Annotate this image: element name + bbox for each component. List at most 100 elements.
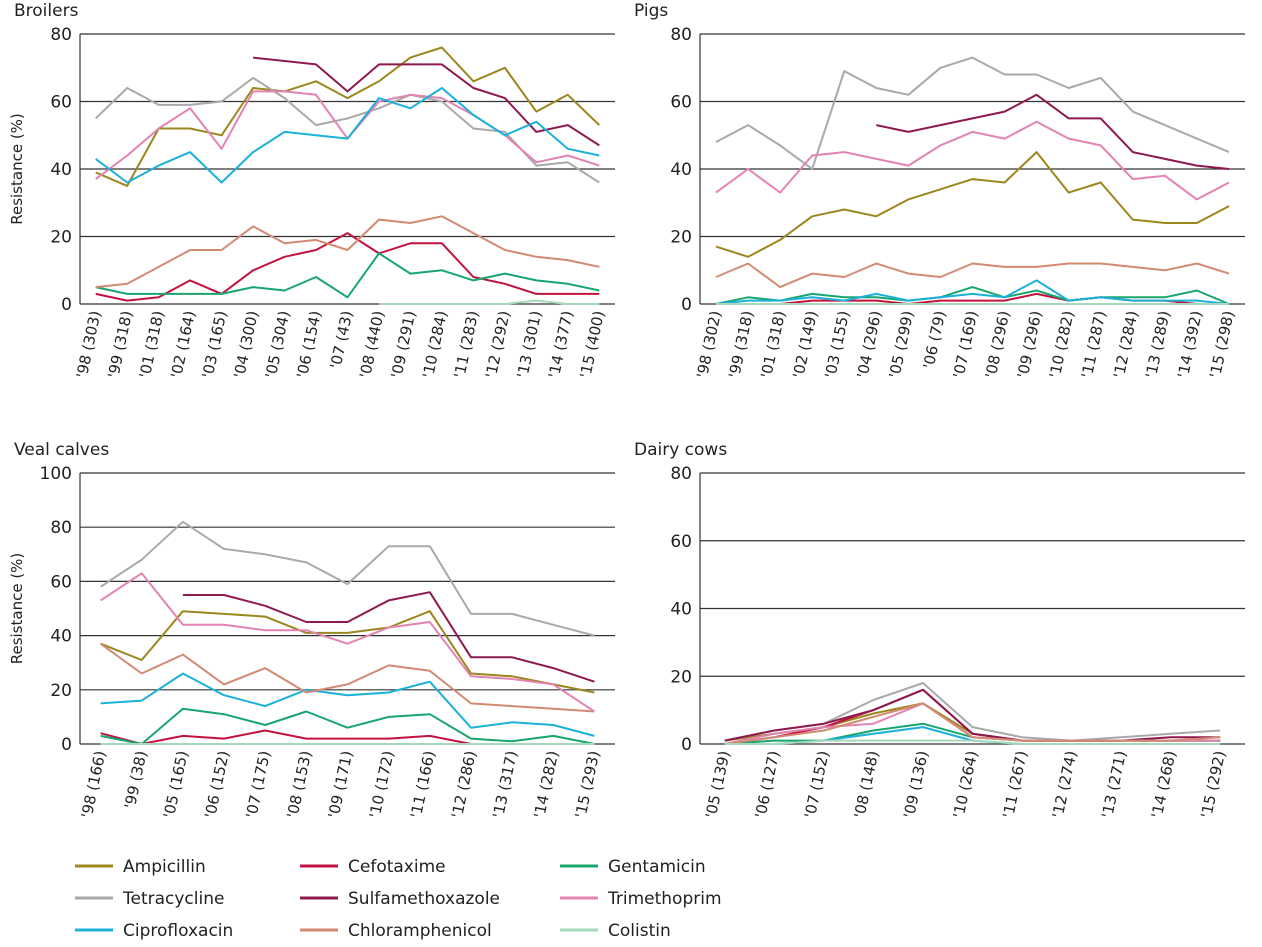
x-tick-label: '98 (166) bbox=[78, 749, 110, 820]
x-tick-label: '13 (271) bbox=[1098, 749, 1130, 820]
legend-item: Ciprofloxacin bbox=[75, 921, 233, 941]
x-tick-label: '11 (287) bbox=[1078, 309, 1110, 380]
x-tick-label: '13 (289) bbox=[1142, 309, 1174, 380]
series-line bbox=[100, 520, 595, 637]
legend-label: Colistin bbox=[608, 921, 671, 941]
legend-label: Tetracycline bbox=[122, 889, 224, 909]
y-tick-label: 60 bbox=[50, 93, 72, 113]
series-line bbox=[724, 702, 1221, 745]
y-tick-label: 60 bbox=[50, 572, 72, 592]
legend-item: Gentamicin bbox=[560, 857, 706, 877]
legend-item: Trimethoprim bbox=[560, 889, 722, 909]
x-tick-label: '09 (136) bbox=[900, 749, 932, 820]
x-tick-label: '98 (303) bbox=[73, 309, 105, 380]
x-tick-label: '99 (38) bbox=[121, 749, 151, 810]
panel: Dairy cows 0 20 40 60 80 '05 (139) '06 (127) '07… bbox=[634, 440, 1245, 820]
x-tick-label: '12 (292) bbox=[482, 309, 514, 380]
x-tick-label: '09 (291) bbox=[388, 309, 420, 380]
series-line bbox=[724, 688, 1221, 742]
panel: Pigs 0 20 40 60 80 '98 (302) '99 (318) '01 (318)… bbox=[634, 1, 1245, 380]
series-line bbox=[724, 739, 1221, 745]
x-tick-label: '99 (318) bbox=[725, 309, 757, 380]
y-tick-label: 40 bbox=[50, 627, 72, 647]
x-tick-label: '06 (79) bbox=[920, 309, 950, 370]
x-tick-label: '08 (148) bbox=[851, 749, 883, 820]
x-tick-label: '14 (392) bbox=[1174, 309, 1206, 380]
y-tick-label: 80 bbox=[670, 464, 692, 484]
panel: Veal calves Resistance (%) 0 20 40 60 80 100 '98… bbox=[8, 440, 615, 820]
x-tick-label: '10 (172) bbox=[366, 749, 398, 820]
x-tick-label: '05 (139) bbox=[702, 749, 734, 820]
legend-item: Ampicillin bbox=[75, 857, 206, 877]
x-tick-label: '05 (304) bbox=[262, 309, 294, 380]
y-tick-label: 0 bbox=[61, 295, 72, 315]
x-tick-label: '13 (317) bbox=[489, 749, 521, 820]
legend-item: Tetracycline bbox=[75, 889, 224, 909]
panel-title: Broilers bbox=[14, 1, 79, 21]
series-line bbox=[252, 56, 600, 147]
y-tick-label: 80 bbox=[50, 25, 72, 45]
series-line bbox=[182, 591, 595, 683]
series-line bbox=[715, 151, 1230, 258]
legend-label: Sulfamethoxazole bbox=[348, 889, 500, 909]
y-tick-label: 40 bbox=[670, 600, 692, 620]
legend-label: Cefotaxime bbox=[348, 857, 446, 877]
y-axis-label: Resistance (%) bbox=[8, 553, 26, 665]
x-tick-label: '06 (154) bbox=[293, 309, 325, 380]
x-tick-label: '14 (268) bbox=[1148, 749, 1180, 820]
series-line bbox=[95, 232, 600, 302]
legend-label: Ciprofloxacin bbox=[123, 921, 233, 941]
y-tick-label: 0 bbox=[681, 295, 692, 315]
series-line bbox=[100, 572, 595, 713]
x-tick-label: '15 (292) bbox=[1197, 749, 1229, 820]
y-tick-label: 20 bbox=[50, 681, 72, 701]
x-tick-label: '01 (318) bbox=[136, 309, 168, 380]
x-tick-label: '15 (400) bbox=[576, 309, 608, 380]
panel-title: Pigs bbox=[634, 1, 668, 21]
x-tick-label: '99 (318) bbox=[104, 309, 136, 380]
x-tick-label: '11 (267) bbox=[999, 749, 1031, 820]
y-tick-label: 80 bbox=[50, 518, 72, 538]
legend-item: Sulfamethoxazole bbox=[300, 889, 500, 909]
series-line bbox=[100, 729, 595, 745]
x-tick-label: '12 (274) bbox=[1049, 749, 1081, 820]
x-tick-label: '06 (152) bbox=[201, 749, 233, 820]
panel: Broilers Resistance (%) 0 20 40 60 80 '98 (303)… bbox=[8, 1, 615, 380]
x-tick-label: '07 (152) bbox=[801, 749, 833, 820]
x-tick-label: '05 (299) bbox=[885, 309, 917, 380]
y-tick-label: 40 bbox=[50, 160, 72, 180]
series-line bbox=[715, 279, 1230, 305]
series-line bbox=[100, 642, 595, 713]
x-tick-label: '05 (165) bbox=[160, 749, 192, 820]
x-tick-label: '02 (164) bbox=[167, 309, 199, 380]
legend-item: Colistin bbox=[560, 921, 671, 941]
series-line bbox=[715, 262, 1230, 289]
y-tick-label: 60 bbox=[670, 93, 692, 113]
x-tick-label: '10 (284) bbox=[419, 309, 451, 380]
series-line bbox=[95, 215, 600, 289]
x-tick-label: '11 (166) bbox=[407, 749, 439, 820]
series-line bbox=[379, 299, 600, 305]
series-line bbox=[715, 120, 1230, 201]
y-tick-label: 100 bbox=[40, 464, 72, 484]
y-tick-label: 20 bbox=[670, 228, 692, 248]
legend-label: Ampicillin bbox=[123, 857, 206, 877]
legend-item: Chloramphenicol bbox=[300, 921, 492, 941]
y-tick-label: 60 bbox=[670, 532, 692, 552]
series-line bbox=[876, 93, 1230, 170]
x-tick-label: '04 (300) bbox=[230, 309, 262, 380]
x-tick-label: '09 (171) bbox=[325, 749, 357, 820]
series-line bbox=[95, 46, 600, 187]
legend-label: Gentamicin bbox=[608, 857, 706, 877]
y-tick-label: 0 bbox=[61, 735, 72, 755]
series-line bbox=[95, 252, 600, 299]
series-line bbox=[715, 286, 1230, 305]
x-tick-label: '07 (175) bbox=[242, 749, 274, 820]
x-tick-label: '01 (318) bbox=[757, 309, 789, 380]
y-axis-label: Resistance (%) bbox=[8, 113, 26, 225]
x-tick-label: '03 (165) bbox=[199, 309, 231, 380]
x-tick-label: '06 (127) bbox=[751, 749, 783, 820]
x-tick-label: '02 (149) bbox=[789, 309, 821, 380]
x-tick-label: '10 (282) bbox=[1046, 309, 1078, 380]
legend-item: Cefotaxime bbox=[300, 857, 446, 877]
